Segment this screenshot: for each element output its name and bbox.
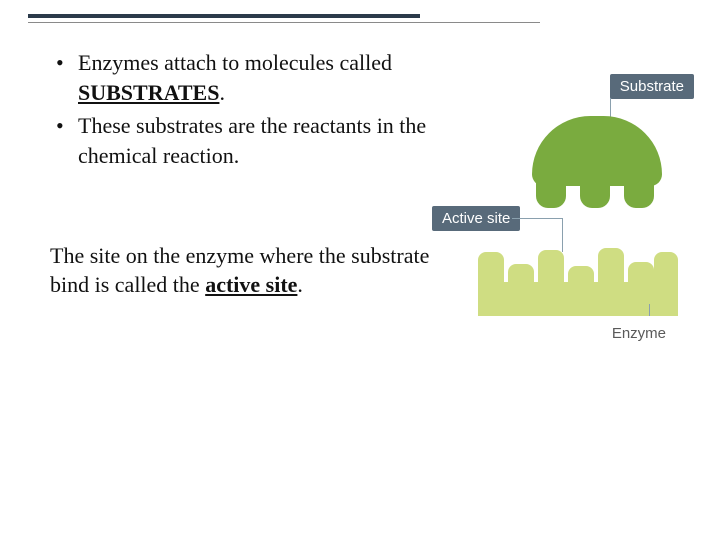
enzyme-tooth (598, 248, 624, 286)
enzyme-diagram: Substrate Active site Enzyme (450, 70, 700, 350)
header-rule-thin (28, 22, 540, 23)
leader-line-enzyme (649, 304, 650, 316)
leader-line-activesite-h (512, 218, 562, 219)
keyword-active-site: active site (205, 272, 297, 297)
text-column: Enzymes attach to molecules called SUBST… (50, 48, 430, 300)
leader-line-activesite-v (562, 218, 563, 252)
substrate-leg (536, 176, 566, 208)
para-post: . (297, 272, 303, 297)
label-active-site: Active site (432, 206, 520, 231)
bullet-item-1: Enzymes attach to molecules called SUBST… (78, 48, 430, 107)
label-substrate: Substrate (610, 74, 694, 99)
bullet-list: Enzymes attach to molecules called SUBST… (50, 48, 430, 171)
enzyme-tooth (568, 266, 594, 286)
bullet-1-post: . (219, 80, 225, 105)
bullet-item-2: These substrates are the reactants in th… (78, 111, 430, 170)
substrate-leg (624, 176, 654, 208)
substrate-shape (532, 116, 662, 208)
enzyme-base (478, 282, 678, 316)
keyword-substrates: SUBSTRATES (78, 80, 219, 105)
bullet-1-pre: Enzymes attach to molecules called (78, 50, 392, 75)
substrate-leg (580, 176, 610, 208)
paragraph-active-site: The site on the enzyme where the substra… (50, 241, 430, 300)
label-enzyme: Enzyme (612, 325, 666, 342)
enzyme-shape (478, 250, 678, 316)
bullet-2-text: These substrates are the reactants in th… (78, 113, 426, 168)
enzyme-tooth (508, 264, 534, 286)
enzyme-tooth (628, 262, 654, 286)
enzyme-tooth (538, 250, 564, 286)
enzyme-tooth (478, 252, 504, 286)
header-rule-thick (28, 14, 420, 18)
enzyme-tooth (654, 252, 678, 286)
